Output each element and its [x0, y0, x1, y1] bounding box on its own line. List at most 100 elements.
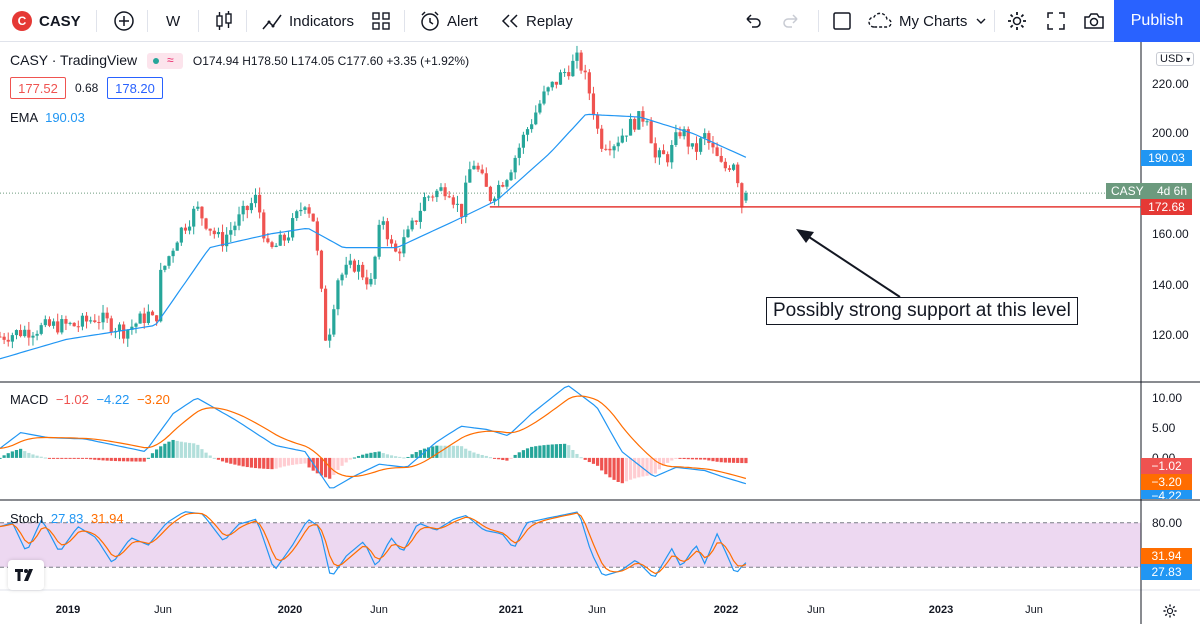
time-label-jun-2019: Jun — [154, 604, 172, 616]
candles-icon[interactable] — [213, 0, 235, 42]
templates-icon[interactable] — [371, 0, 391, 42]
replay-button[interactable]: Replay — [500, 0, 573, 42]
gear-icon[interactable] — [1006, 0, 1028, 42]
macd-histogram-bar — [138, 457, 142, 462]
candle-body — [703, 133, 707, 139]
candle-body — [653, 143, 657, 158]
macd-histogram-bar — [159, 446, 163, 458]
candle-body — [435, 190, 439, 198]
candle-body — [389, 239, 394, 244]
candle-body — [319, 250, 324, 289]
candle-body — [258, 194, 262, 213]
support-annotation-text[interactable]: Possibly strong support at this level — [766, 297, 1078, 325]
macd-histogram-bar — [204, 452, 208, 458]
macd-histogram-bar — [245, 457, 249, 468]
macd-histogram-bar — [443, 445, 447, 458]
stoch-k-line — [0, 511, 747, 577]
macd-hist-tag: −1.02 — [1141, 458, 1192, 474]
alert-button[interactable]: Alert — [419, 0, 478, 42]
macd-histogram-bar — [550, 444, 554, 458]
stoch-legend-d: 31.94 — [91, 511, 124, 526]
candle-body — [587, 72, 591, 94]
candle-body — [80, 315, 85, 327]
buy-price-box[interactable]: 178.20 — [107, 77, 163, 99]
candle-body — [563, 72, 567, 74]
macd-histogram-bar — [521, 450, 525, 458]
indicators-button[interactable]: Indicators — [261, 0, 354, 42]
interval-selector[interactable]: W — [166, 12, 181, 30]
candle-body — [554, 81, 558, 85]
candle-body — [484, 173, 488, 187]
my-charts-button[interactable]: My Charts — [867, 0, 986, 42]
macd-histogram-bar — [418, 450, 422, 458]
candle-body — [604, 148, 608, 150]
candle-body — [356, 264, 361, 272]
candle-body — [736, 164, 740, 184]
macd-histogram-bar — [332, 457, 336, 475]
macd-histogram-bar — [480, 454, 484, 458]
macd-histogram-bar — [670, 457, 674, 461]
macd-histogram-bar — [122, 457, 126, 462]
layout-square-icon[interactable] — [832, 0, 852, 42]
macd-histogram-bar — [686, 457, 690, 460]
candle-body — [637, 111, 641, 130]
undo-icon[interactable] — [743, 0, 763, 42]
compare-add-icon[interactable] — [113, 0, 135, 42]
macd-histogram-bar — [31, 454, 35, 458]
candle-body — [295, 211, 299, 219]
macd-histogram-bar — [225, 457, 229, 463]
candle-body — [492, 198, 497, 202]
candle-body — [447, 196, 451, 198]
candle-body — [398, 251, 402, 254]
publish-button[interactable]: Publish — [1114, 0, 1200, 42]
macd-histogram-bar — [381, 453, 385, 458]
macd-histogram-bar — [142, 457, 146, 462]
candle-body — [558, 72, 563, 85]
symbol-search[interactable]: C CASY — [12, 0, 81, 42]
redo-icon[interactable] — [781, 0, 801, 42]
macd-histogram-bar — [10, 451, 14, 458]
macd-histogram-bar — [608, 457, 612, 478]
time-label-2022: 2022 — [713, 604, 739, 616]
macd-histogram-bar — [361, 454, 365, 458]
tradingview-logo-icon — [8, 560, 44, 590]
sell-price-box[interactable]: 177.52 — [10, 77, 66, 99]
camera-icon[interactable] — [1083, 0, 1105, 42]
macd-histogram-bar — [740, 457, 744, 464]
chart-settings-gear-icon[interactable] — [1162, 603, 1178, 619]
candle-body — [369, 278, 373, 285]
macd-histogram-bar — [427, 447, 431, 458]
chart-legend: CASY · TradingView ≈ O174.94 H178.50 L17… — [10, 52, 469, 70]
candle-body — [159, 269, 163, 322]
candle-body — [546, 87, 550, 92]
candle-body — [657, 150, 662, 158]
time-label-jun-2023: Jun — [1025, 604, 1043, 616]
price-chart-canvas[interactable] — [0, 42, 1200, 624]
macd-histogram-bar — [253, 457, 258, 469]
macd-histogram-bar — [653, 457, 657, 474]
currency-selector[interactable]: USD ▾ — [1156, 52, 1195, 66]
macd-histogram-bar — [649, 457, 653, 476]
symbol-tag-countdown: 4d 6h — [1156, 184, 1187, 198]
candle-body — [93, 320, 97, 323]
candle-body — [525, 129, 530, 135]
cloud-icon — [867, 12, 893, 30]
macd-histogram-bar — [200, 449, 204, 458]
macd-histogram-bar — [373, 452, 377, 458]
macd-histogram-bar — [666, 457, 670, 463]
candle-body — [43, 319, 47, 326]
fullscreen-icon[interactable] — [1046, 0, 1066, 42]
candle-body — [97, 322, 101, 324]
macd-histogram-bar — [538, 445, 542, 458]
macd-histogram-bar — [645, 457, 649, 476]
candle-body — [150, 311, 155, 316]
candle-body — [513, 157, 517, 173]
macd-histogram-bar — [567, 445, 571, 458]
candle-body — [340, 274, 344, 281]
chart-area[interactable]: CASY · TradingView ≈ O174.94 H178.50 L17… — [0, 42, 1200, 624]
candle-body — [64, 319, 68, 324]
macd-histogram-bar — [2, 455, 6, 458]
top-toolbar: C CASY W Indicators Alert Replay — [0, 0, 1200, 42]
candle-body — [47, 319, 52, 326]
candle-body — [666, 154, 670, 163]
